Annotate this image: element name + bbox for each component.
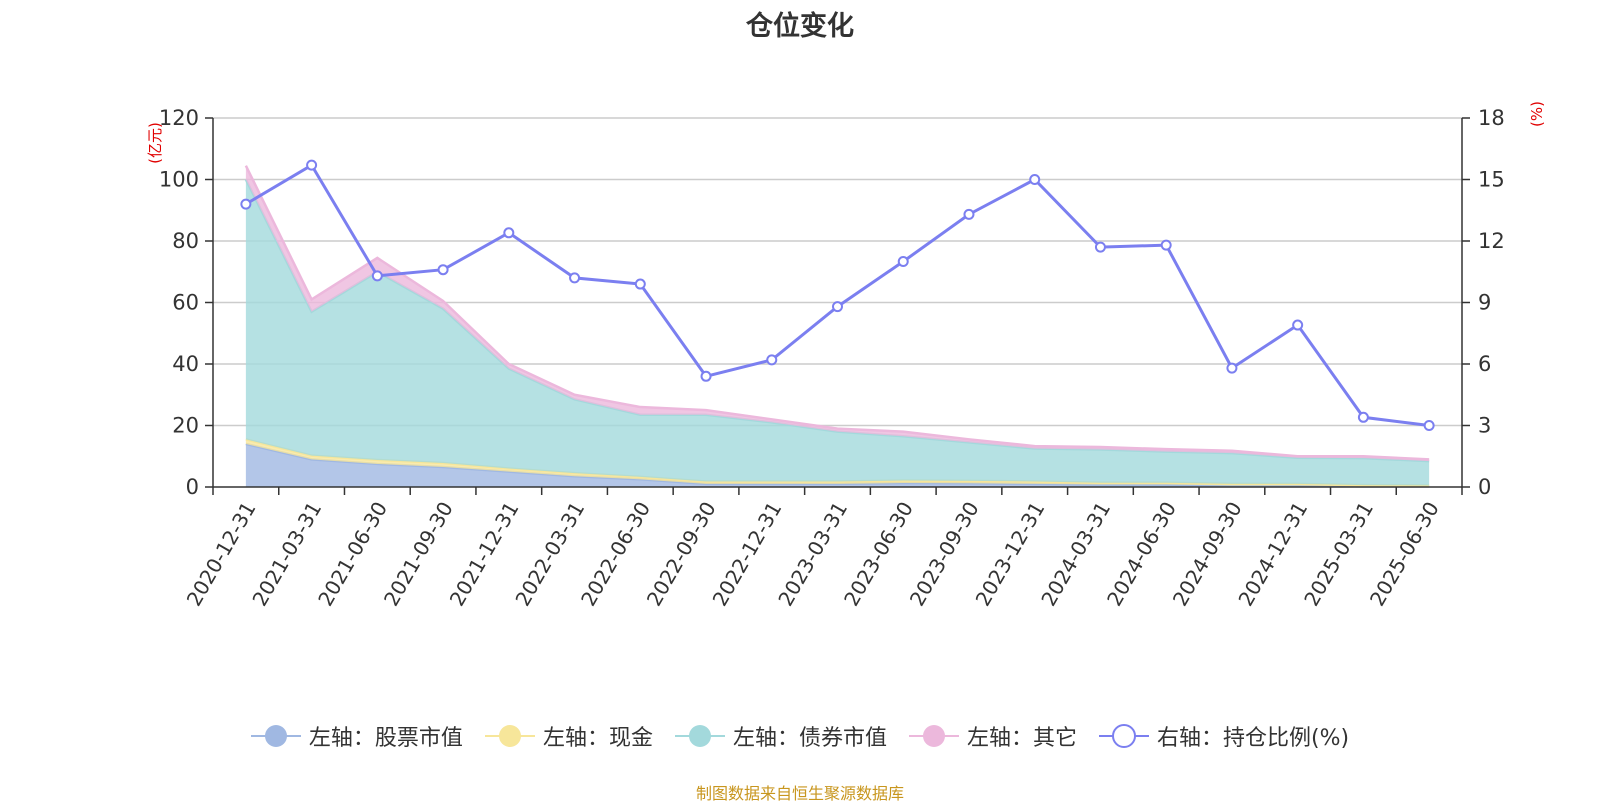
ratio-point	[897, 256, 909, 267]
legend-symbol	[674, 725, 725, 747]
right-tick-label: 12	[1478, 229, 1505, 253]
left-tick-label: 20	[172, 414, 199, 438]
legend-symbol	[908, 725, 959, 747]
left-tick-label: 40	[172, 352, 199, 376]
legend-label: 左轴：现金	[542, 726, 653, 751]
x-tick-label: 2024-12-31	[1233, 498, 1312, 611]
legend-label: 左轴：债券市值	[732, 726, 887, 751]
x-tick-label: 2022-06-30	[576, 498, 655, 611]
legend-symbol	[250, 725, 301, 747]
left-tick-label: 60	[172, 291, 199, 315]
right-axis-unit: (%)	[1528, 101, 1546, 127]
legend-label: 右轴：持仓比例(%)	[1156, 726, 1350, 751]
right-tick-label: 3	[1478, 414, 1491, 438]
ratio-point	[503, 227, 515, 239]
x-tick-label: 2022-09-30	[642, 498, 721, 611]
ratio-point	[832, 301, 843, 313]
x-tick-label: 2025-03-31	[1299, 498, 1378, 611]
left-axis-unit: (亿元)	[146, 122, 164, 164]
right-tick-label: 6	[1478, 352, 1491, 376]
ratio-point	[963, 208, 975, 220]
legend-symbol	[1098, 724, 1149, 748]
area-series-3	[245, 179, 1430, 486]
ratio-point	[371, 270, 383, 282]
x-tick-label: 2024-06-30	[1102, 498, 1181, 611]
right-tick-label: 15	[1478, 168, 1505, 192]
legend-item-2[interactable]: 左轴：现金	[484, 720, 653, 752]
ratio-point	[1357, 411, 1369, 423]
x-tick-label: 2023-12-31	[971, 498, 1050, 611]
left-tick-label: 0	[186, 475, 199, 499]
x-tick-label: 2021-09-30	[379, 498, 458, 611]
x-tick-label: 2021-03-31	[247, 498, 326, 611]
ratio-point	[700, 370, 712, 382]
right-tick-label: 18	[1478, 106, 1505, 130]
ratio-point	[1094, 241, 1106, 253]
ratio-point	[1160, 239, 1172, 251]
ratio-point	[1029, 174, 1041, 185]
right-tick-label: 9	[1478, 291, 1491, 315]
x-tick-label: 2022-12-31	[708, 498, 787, 611]
ratio-point	[766, 354, 778, 366]
ratio-point	[1292, 319, 1304, 331]
ratio-point	[569, 272, 581, 284]
area-series-1	[245, 443, 1430, 487]
source-footer: 制图数据来自恒生聚源数据库	[695, 784, 904, 803]
x-tick-label: 2023-09-30	[905, 497, 984, 610]
chart-title: 仓位变化	[746, 11, 854, 42]
ratio-point	[1423, 420, 1435, 431]
left-tick-label: 120	[159, 106, 199, 130]
x-tick-label: 2021-06-30	[313, 498, 392, 611]
x-tick-label: 2024-09-30	[1168, 498, 1247, 611]
x-tick-label: 2024-03-31	[1036, 498, 1115, 611]
stacked-areas	[244, 165, 1430, 488]
area-edge-4	[244, 165, 1430, 461]
legend-label: 左轴：股票市值	[308, 726, 463, 751]
legend-symbol	[484, 725, 535, 747]
x-tick-label: 2023-06-30	[839, 498, 918, 611]
legend-item-4[interactable]: 左轴：其它	[908, 720, 1077, 752]
legend-item-5[interactable]: 右轴：持仓比例(%)	[1098, 720, 1350, 752]
x-tick-label: 2025-06-30	[1365, 498, 1444, 611]
x-tick-label: 2020-12-31	[182, 498, 261, 611]
ratio-line	[240, 159, 1435, 431]
legend-item-1[interactable]: 左轴：股票市值	[250, 720, 463, 752]
x-tick-label: 2021-12-31	[445, 498, 524, 611]
ratio-point	[1226, 362, 1238, 374]
left-tick-label: 100	[159, 168, 199, 192]
ratio-point	[634, 278, 646, 290]
left-tick-label: 80	[172, 229, 199, 253]
legend-item-3[interactable]: 左轴：债券市值	[674, 720, 887, 752]
x-tick-label: 2022-03-31	[510, 498, 589, 611]
legend-label: 左轴：其它	[966, 726, 1077, 751]
legend: 左轴：股票市值 左轴：现金 左轴：债券市值 左轴：其它 右轴：持仓比例(%)	[0, 720, 1600, 752]
ratio-point	[306, 159, 318, 171]
ratio-point	[240, 198, 252, 210]
ratio-point	[437, 264, 449, 276]
right-tick-label: 0	[1478, 475, 1491, 499]
x-tick-label: 2023-03-31	[773, 498, 852, 611]
